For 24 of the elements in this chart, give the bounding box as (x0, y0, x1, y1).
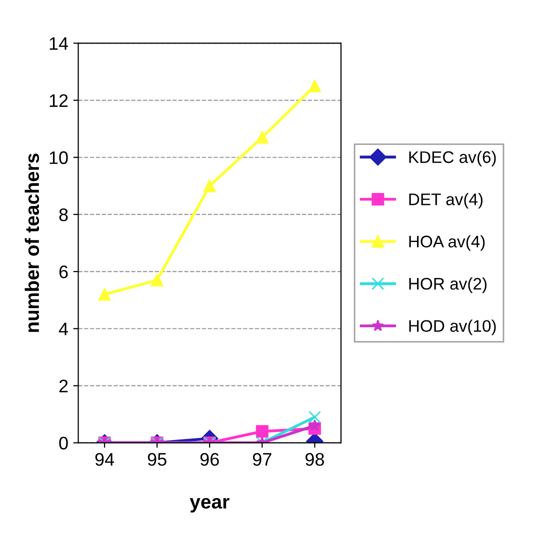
y-tick-label: 0 (59, 436, 68, 450)
y-tick-label: 14 (50, 37, 68, 50)
x-tick-label: 94 (95, 453, 114, 466)
point (150, 274, 164, 286)
y-tick-label: 10 (50, 151, 68, 164)
x-tick-label: 98 (306, 453, 324, 466)
point (256, 131, 268, 144)
legend-label: HOA av(4) (409, 235, 485, 251)
legend-label: HOR av(2) (409, 277, 487, 293)
legend-label: DET av(4) (409, 193, 483, 209)
y-axis-title: number of teachers (24, 154, 40, 332)
y-tick-label: 6 (59, 265, 68, 278)
legend-label: KDEC av(6) (409, 150, 496, 166)
point (308, 80, 321, 92)
x-tick-label: 95 (148, 453, 166, 466)
y-tick-label: 4 (58, 322, 68, 336)
y-tick-label: 2 (59, 380, 68, 392)
x-axis-title: year (190, 498, 230, 512)
legend-label: HOD av(10) (409, 320, 496, 336)
point (203, 180, 216, 192)
y-tick-label: 8 (59, 208, 68, 222)
x-tick-label: 97 (252, 453, 272, 466)
y-tick-label: 12 (50, 94, 68, 107)
x-tick-label: 96 (200, 453, 219, 466)
